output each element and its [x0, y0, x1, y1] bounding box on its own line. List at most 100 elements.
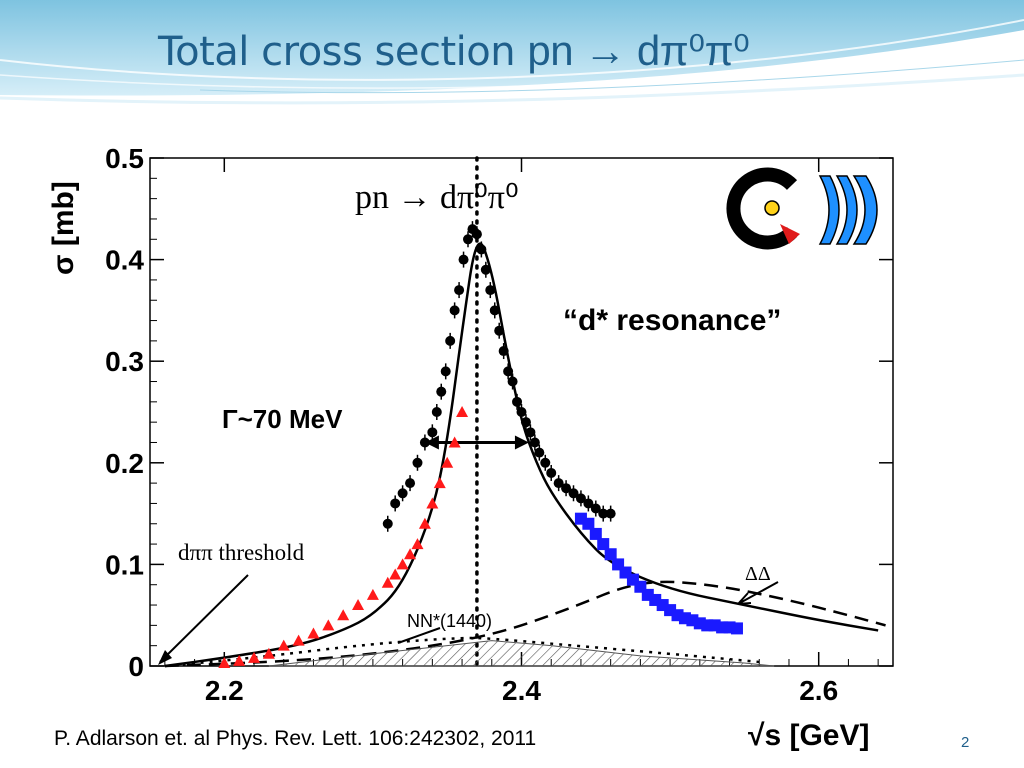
data-point-blue	[582, 517, 595, 530]
data-point-black	[498, 346, 509, 357]
threshold-arrow	[159, 574, 249, 663]
data-point-black	[605, 508, 616, 519]
data-point-black	[520, 417, 531, 428]
annotation-resonance: “d* resonance”	[563, 304, 781, 337]
x-tick-label: 2.6	[799, 675, 838, 706]
data-point-red	[411, 538, 424, 550]
data-point-black	[449, 305, 460, 316]
data-point-black	[412, 457, 423, 468]
data-point-black	[575, 493, 586, 504]
data-point-black	[485, 285, 496, 296]
y-axis-label: σ [mb]	[47, 181, 80, 275]
wasa-logo	[726, 167, 878, 250]
data-point-red	[337, 609, 350, 621]
data-point-red	[404, 548, 417, 560]
data-point-black	[463, 234, 474, 245]
annotation-threshold: dππ threshold	[178, 540, 305, 565]
data-point-black	[431, 407, 442, 417]
data-point-red	[262, 647, 275, 659]
y-tick-label: 0.4	[105, 245, 144, 276]
nn-star-arrow	[397, 627, 441, 644]
data-point-red	[441, 456, 454, 468]
data-point-black	[512, 396, 523, 407]
data-point-red	[307, 627, 320, 639]
data-point-black	[503, 366, 514, 377]
data-point-black	[489, 305, 500, 316]
header-wave-decoration	[0, 0, 1024, 105]
data-point-black	[546, 467, 557, 478]
data-point-black	[397, 488, 408, 499]
data-point-black	[445, 335, 456, 346]
data-point-black	[568, 488, 579, 499]
annotation-nn-star: NN*(1440)	[407, 611, 492, 631]
data-point-black	[583, 498, 594, 509]
data-point-red	[322, 619, 335, 631]
fwhm-arrowhead-left	[424, 435, 439, 450]
data-point-black	[561, 483, 572, 494]
data-point-black	[590, 503, 601, 514]
data-point-black	[516, 407, 527, 417]
y-tick-label: 0.5	[105, 143, 144, 174]
curve-dashed	[164, 580, 886, 668]
data-point-blue	[597, 538, 610, 551]
data-point-black	[390, 498, 401, 509]
delta-delta-arrow	[737, 581, 779, 605]
annotation-width: Γ~70 MeV	[222, 404, 343, 434]
data-point-red	[448, 436, 461, 448]
data-point-red	[292, 634, 305, 646]
data-point-red	[389, 568, 402, 580]
y-tick-label: 0.1	[105, 549, 144, 580]
y-tick-label: 0	[128, 651, 144, 682]
data-point-black	[471, 229, 482, 240]
data-point-black	[440, 366, 451, 377]
x-tick-label: 2.4	[502, 675, 541, 706]
y-tick-label: 0.2	[105, 448, 144, 479]
data-point-black	[525, 427, 536, 438]
data-point-red	[352, 599, 365, 611]
data-point-red	[277, 639, 290, 651]
data-point-black	[507, 376, 518, 387]
slide-title-text: Total cross section	[158, 29, 528, 75]
data-point-black	[427, 427, 438, 438]
data-point-red	[433, 477, 446, 489]
data-point-black	[419, 437, 430, 448]
data-point-black	[480, 264, 491, 275]
data-point-black	[494, 325, 505, 336]
fwhm-arrowhead-right	[514, 435, 529, 450]
slide-title: Total cross section pn → dπ⁰π⁰	[158, 26, 750, 75]
data-point-blue	[730, 622, 743, 635]
data-point-red	[218, 656, 231, 668]
data-point-black	[476, 244, 487, 255]
chart-title: pn → dπ⁰π⁰	[355, 179, 519, 216]
data-point-black	[454, 285, 465, 296]
data-point-black	[598, 508, 609, 519]
data-point-blue	[604, 548, 617, 561]
data-point-black	[382, 518, 393, 529]
data-point-black	[458, 254, 469, 265]
data-point-red	[233, 654, 246, 666]
threshold-arrowhead	[158, 650, 172, 665]
y-tick-label: 0.3	[105, 346, 144, 377]
data-point-black	[405, 478, 416, 489]
data-point-black	[529, 437, 540, 448]
data-point-red	[426, 497, 439, 509]
slide-title-formula: pn → dπ⁰π⁰	[527, 27, 750, 74]
data-point-black	[534, 447, 545, 458]
data-point-red	[248, 651, 261, 663]
data-point-red	[418, 517, 431, 529]
page-number: 2	[961, 734, 970, 751]
data-point-blue	[589, 527, 602, 540]
data-point-red	[396, 558, 409, 570]
x-axis-label: √s [GeV]	[748, 719, 870, 752]
annotation-delta-delta: ΔΔ	[745, 563, 771, 585]
data-point-black	[436, 386, 447, 397]
data-point-red	[381, 576, 394, 588]
x-tick-label: 2.2	[205, 675, 244, 706]
data-point-red	[456, 406, 469, 417]
data-point-black	[540, 457, 551, 468]
data-point-black	[553, 478, 564, 489]
data-point-red	[366, 588, 379, 600]
hatched-contribution	[268, 640, 775, 667]
citation: P. Adlarson et. al Phys. Rev. Lett. 106:…	[54, 727, 537, 750]
